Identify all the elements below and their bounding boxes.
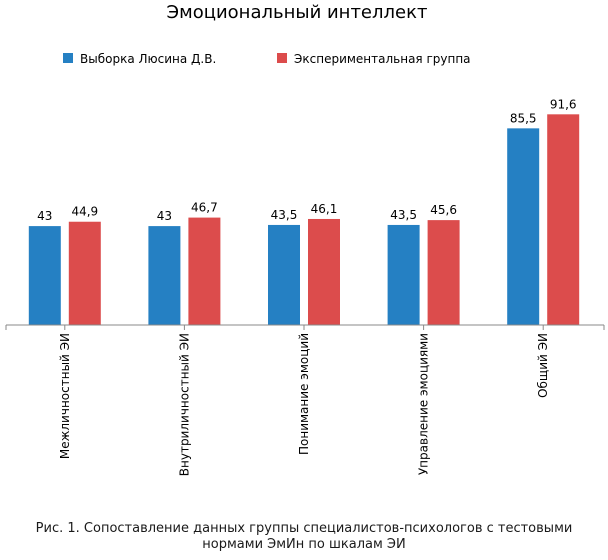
value-label-2-1: 44,9 bbox=[71, 205, 98, 219]
bar-1-1 bbox=[28, 226, 61, 325]
bar-2-5 bbox=[547, 114, 580, 325]
bars-layer bbox=[28, 114, 580, 325]
value-label-1-2: 43 bbox=[157, 209, 172, 223]
chart-title: Эмоциональный интеллект bbox=[167, 2, 428, 23]
value-label-1-4: 43,5 bbox=[390, 208, 417, 222]
value-label-2-2: 46,7 bbox=[191, 201, 218, 215]
bar-2-3 bbox=[308, 218, 340, 325]
value-label-2-3: 46,1 bbox=[311, 202, 338, 216]
value-label-2-5: 91,6 bbox=[550, 97, 577, 111]
value-label-2-4: 45,6 bbox=[430, 203, 457, 217]
bar-2-4 bbox=[427, 220, 460, 325]
legend-swatch-series-1 bbox=[63, 53, 73, 63]
chart: Эмоциональный интеллект Выборка Люсина Д… bbox=[5, 2, 605, 476]
category-label-2: Внутриличностный ЭИ bbox=[177, 333, 191, 476]
value-label-1-1: 43 bbox=[37, 209, 52, 223]
caption-line-2: нормами ЭмИн по шкалам ЭИ bbox=[202, 537, 406, 552]
bar-2-2 bbox=[188, 217, 221, 325]
category-label-5: Общий ЭИ bbox=[536, 333, 550, 398]
legend-swatch-series-2 bbox=[277, 53, 287, 63]
value-label-1-3: 43,5 bbox=[271, 208, 298, 222]
category-label-4: Управление эмоциями bbox=[417, 333, 431, 475]
legend-label-series-1: Выборка Люсина Д.В. bbox=[80, 52, 216, 66]
category-label-1: Межличностный ЭИ bbox=[58, 333, 72, 459]
bar-1-2 bbox=[148, 226, 181, 325]
bar-1-4 bbox=[387, 224, 420, 325]
figure-caption: Рис. 1. Сопоставление данных группы спец… bbox=[0, 521, 608, 553]
value-label-1-5: 85,5 bbox=[510, 111, 537, 125]
bar-2-1 bbox=[68, 221, 101, 325]
caption-line-1: Рис. 1. Сопоставление данных группы спец… bbox=[35, 521, 573, 536]
value-labels-layer: 43 44,9 43 46,7 43,5 46,1 43,5 45,6 85,5 91,6 bbox=[37, 97, 576, 223]
bar-1-5 bbox=[507, 128, 540, 325]
category-labels-layer: Межличностный ЭИ Внутриличностный ЭИ Поним… bbox=[58, 333, 550, 476]
legend: Выборка Люсина Д.В. Экспериментальная гр… bbox=[63, 52, 471, 66]
category-label-3: Понимание эмоций bbox=[297, 333, 311, 455]
bar-1-3 bbox=[268, 224, 300, 325]
x-axis-ticks bbox=[5, 325, 605, 330]
legend-label-series-2: Экспериментальная группа bbox=[294, 52, 471, 66]
